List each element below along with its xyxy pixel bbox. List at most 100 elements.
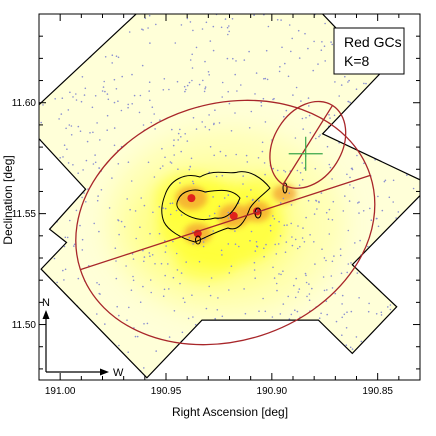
gc-point (125, 265, 127, 267)
gc-point (331, 178, 333, 180)
gc-point (111, 54, 114, 56)
gc-point (276, 19, 279, 21)
gc-point (142, 249, 144, 252)
gc-point (92, 131, 94, 134)
gc-point (69, 219, 71, 222)
gc-point (271, 316, 274, 318)
gc-point (352, 187, 355, 189)
gc-point (351, 348, 354, 350)
gc-point (134, 210, 137, 212)
gc-point (375, 313, 378, 315)
gc-point (330, 41, 332, 43)
gc-point (177, 132, 180, 135)
gc-point (221, 254, 223, 256)
contour-outer (161, 171, 271, 243)
gc-point (113, 127, 116, 129)
gc-point (159, 167, 162, 170)
gc-point (240, 84, 242, 86)
gc-point (301, 162, 304, 164)
gc-point (234, 243, 237, 245)
gc-point (228, 25, 230, 27)
gc-point (179, 182, 181, 184)
gc-point (134, 335, 137, 338)
gc-point (295, 86, 298, 89)
gc-point (303, 167, 306, 169)
gc-point (223, 197, 226, 199)
gc-point (139, 94, 142, 97)
x-tick-label: 190.85 (362, 386, 393, 397)
gc-point (79, 224, 81, 227)
gc-point (159, 119, 161, 121)
gc-point (288, 24, 291, 26)
gc-point (188, 81, 191, 84)
gc-point (345, 344, 348, 347)
gc-point (172, 144, 175, 147)
gc-point (250, 189, 252, 191)
gc-point (189, 21, 192, 23)
gc-point (147, 27, 149, 29)
gc-point (127, 106, 129, 109)
gc-point (258, 310, 260, 313)
gc-point (192, 243, 194, 245)
gc-point (65, 127, 67, 130)
gc-point (191, 53, 193, 56)
gc-point (349, 101, 352, 104)
gc-point (117, 163, 120, 165)
gc-point (204, 87, 206, 90)
gc-point (131, 253, 134, 255)
gc-point (331, 219, 334, 221)
gc-point (195, 128, 198, 130)
gc-point (64, 236, 67, 239)
gc-point (266, 78, 269, 81)
gc-point (209, 146, 212, 148)
gc-point (143, 204, 146, 207)
gc-point (171, 202, 174, 204)
gc-point (254, 93, 256, 95)
gc-point (280, 19, 282, 21)
gc-point (85, 159, 88, 162)
gc-point (320, 192, 323, 194)
large-ellipse (75, 99, 376, 346)
gc-point (219, 150, 222, 153)
gc-point (153, 113, 155, 115)
gc-point (185, 88, 187, 91)
gc-point (317, 63, 319, 65)
gc-point (297, 225, 299, 227)
gc-point (113, 144, 116, 147)
gc-point (96, 282, 98, 284)
gc-point (170, 162, 173, 164)
gc-point (351, 168, 354, 171)
gc-point (81, 249, 84, 251)
gc-point (149, 42, 151, 44)
small-ellipse-major-axis (282, 105, 334, 185)
gc-point (67, 109, 70, 111)
gc-point (151, 254, 154, 256)
gc-point (184, 301, 186, 304)
gc-point (328, 208, 331, 211)
gc-point (184, 133, 186, 135)
gc-point (153, 176, 156, 178)
gc-point (60, 113, 63, 115)
x-axis-label: Right Ascension [deg] (172, 405, 288, 419)
y-tick-label: 11.55 (12, 209, 37, 220)
gc-point (358, 297, 360, 299)
gc-point (295, 277, 298, 280)
gc-point (235, 153, 237, 156)
gc-point (121, 75, 123, 78)
gc-point (254, 277, 256, 280)
gc-point (127, 351, 129, 354)
gc-point (108, 207, 111, 209)
gc-point (368, 302, 370, 305)
gc-point (381, 209, 384, 212)
gc-point (169, 161, 172, 163)
gc-point (384, 179, 387, 182)
gc-point (315, 137, 317, 140)
gc-point (325, 259, 327, 262)
gc-point (207, 71, 210, 73)
gc-point (264, 173, 266, 176)
gc-point (96, 199, 99, 202)
gc-point (284, 62, 286, 65)
gc-point (323, 289, 326, 292)
gc-point (344, 195, 346, 197)
gc-point (136, 335, 139, 338)
